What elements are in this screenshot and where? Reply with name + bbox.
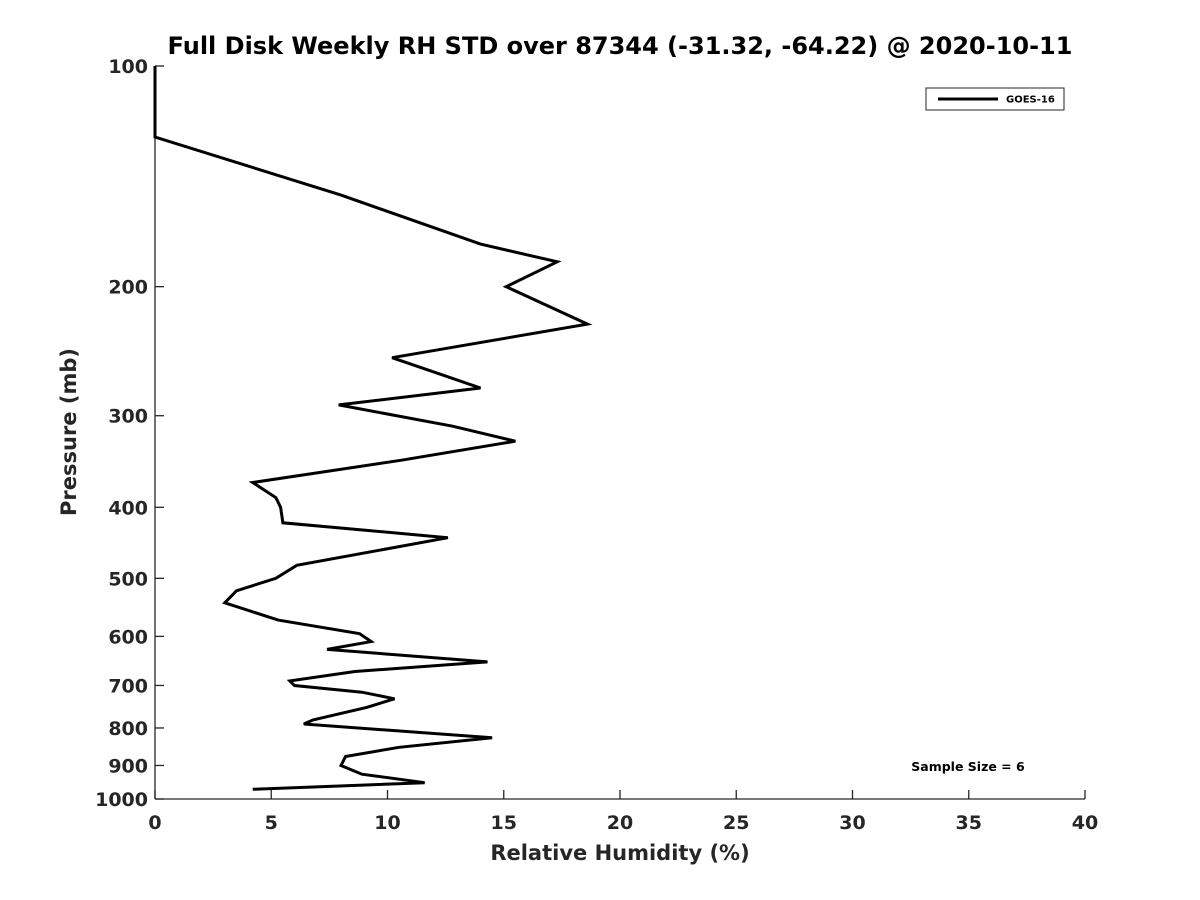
y-tick-label: 800	[108, 718, 148, 740]
x-tick-label: 5	[265, 812, 278, 834]
rh-std-chart: Full Disk Weekly RH STD over 87344 (-31.…	[0, 0, 1200, 900]
x-tick-label: 25	[723, 812, 749, 834]
y-tick-label: 100	[108, 56, 148, 78]
x-tick-label: 20	[607, 812, 633, 834]
y-tick-label: 400	[108, 497, 148, 519]
x-axis-label: Relative Humidity (%)	[490, 841, 749, 865]
y-tick-label: 500	[108, 568, 148, 590]
x-tick-label: 0	[148, 812, 161, 834]
x-tick-label: 10	[374, 812, 400, 834]
x-tick-label: 40	[1072, 812, 1098, 834]
y-tick-label: 200	[108, 277, 148, 299]
x-tick-label: 15	[491, 812, 517, 834]
x-tick-label: 30	[839, 812, 865, 834]
y-tick-label: 900	[108, 755, 148, 777]
y-tick-label: 1000	[95, 789, 148, 811]
legend: GOES-16	[926, 88, 1064, 110]
sample-size-annotation: Sample Size = 6	[911, 759, 1025, 774]
chart-title: Full Disk Weekly RH STD over 87344 (-31.…	[168, 32, 1073, 60]
y-axis-label: Pressure (mb)	[57, 348, 81, 516]
y-tick-label: 600	[108, 626, 148, 648]
y-tick-label: 700	[108, 675, 148, 697]
y-tick-label: 300	[108, 406, 148, 428]
legend-entry-goes16: GOES-16	[1006, 95, 1055, 106]
x-tick-label: 35	[956, 812, 982, 834]
